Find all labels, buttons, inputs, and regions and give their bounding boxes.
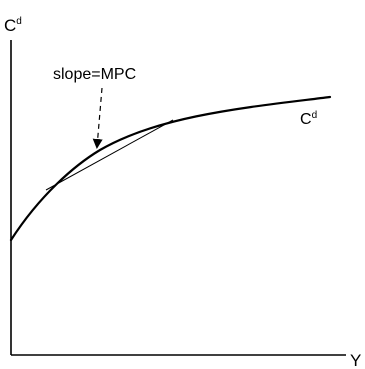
consumption-curve xyxy=(9,95,332,242)
y-axis-label: Cd xyxy=(4,16,22,35)
tangent-line xyxy=(45,119,174,191)
curve-label: Cd xyxy=(300,110,317,128)
annotation-arrow xyxy=(92,87,103,149)
slope-annotation: slope=MPC xyxy=(53,66,136,83)
x-axis-label: Y xyxy=(350,351,361,369)
